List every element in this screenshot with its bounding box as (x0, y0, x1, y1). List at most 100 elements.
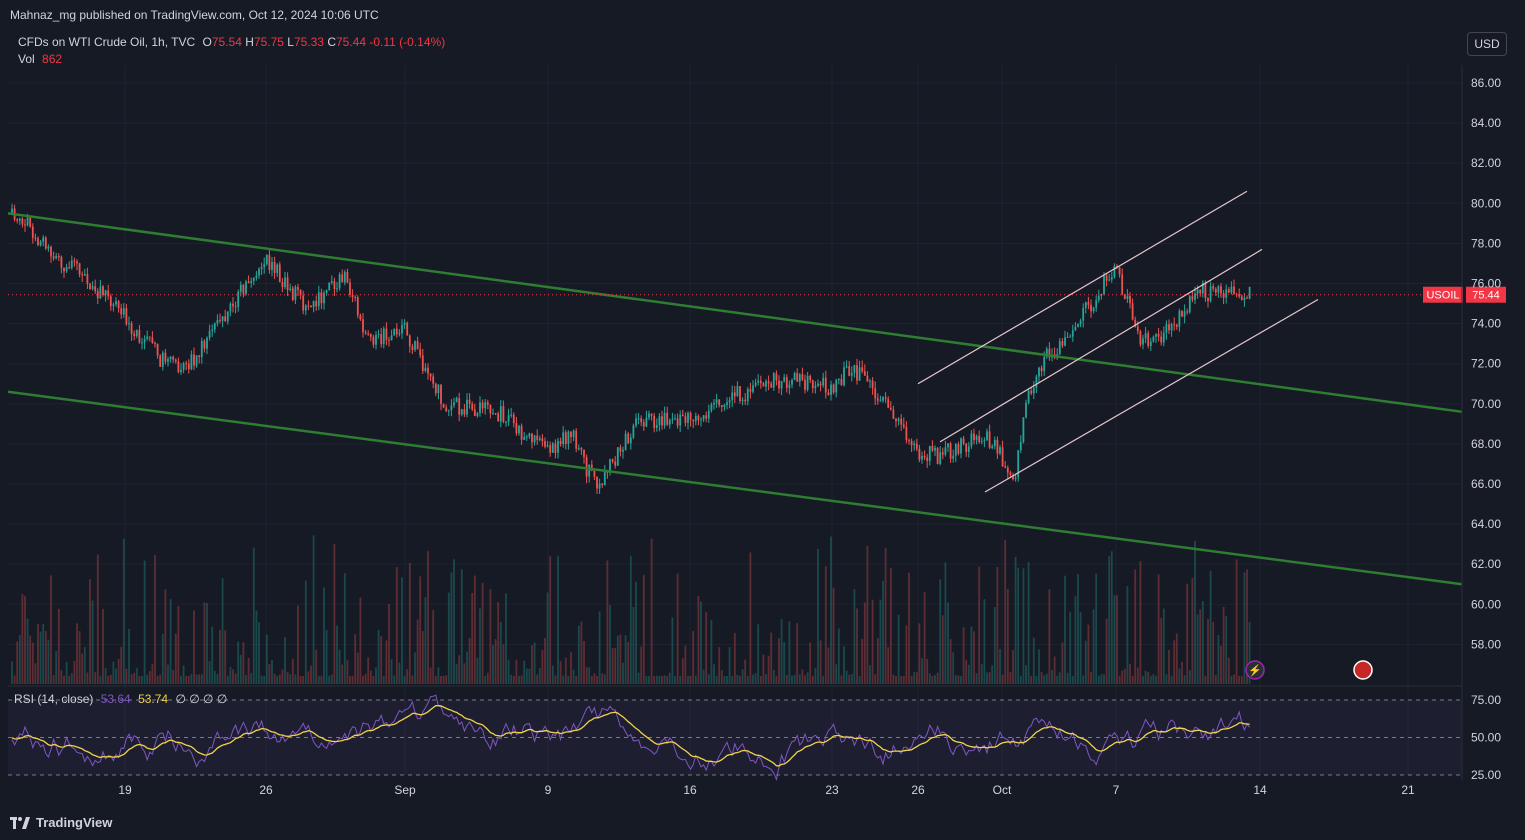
volume-bar (897, 614, 900, 684)
volume-bar (367, 657, 370, 684)
candle-body (544, 441, 546, 447)
candle-body (1064, 337, 1066, 346)
volume-bar (133, 672, 136, 684)
candle-body (895, 418, 897, 422)
symbol-title[interactable]: CFDs on WTI Crude Oil, 1h, TVC (18, 35, 196, 49)
vol-label[interactable]: Vol (18, 52, 35, 66)
candle-body (1201, 282, 1204, 294)
candle-body (398, 333, 401, 335)
volume-bar (557, 556, 559, 684)
candle-body (845, 366, 848, 368)
volume-bar (827, 647, 830, 684)
volume-bars (11, 535, 1251, 684)
volume-bar (255, 610, 258, 684)
candle-body (419, 349, 422, 356)
candle-body (622, 449, 624, 452)
candle-body (871, 380, 874, 389)
symbol-tag-text: USOIL (1426, 290, 1459, 302)
candle-body (367, 333, 370, 335)
candle-body (479, 402, 481, 414)
chart-canvas[interactable]: USOIL 75.44 ⚡ 86.00 84.00 82.00 80.00 78.00 76.… (0, 30, 1525, 806)
volume-bar (226, 675, 229, 684)
candle-body (999, 447, 1001, 454)
candle-body (702, 415, 705, 420)
volume-bar (978, 566, 981, 684)
trendline-upper-descending[interactable] (7, 212, 1463, 414)
chart-area[interactable]: USOIL 75.44 ⚡ 86.00 84.00 82.00 80.00 78.00 76.… (0, 30, 1525, 806)
candle-body (923, 455, 926, 458)
volume-bar (655, 675, 658, 684)
volume-bar (1139, 561, 1142, 684)
candle-body (1227, 289, 1230, 293)
candle-body (559, 440, 562, 445)
candle-body (1009, 472, 1012, 475)
candle-body (741, 399, 744, 402)
candle-body (245, 281, 247, 294)
candle-body (681, 414, 684, 417)
volume-bar (616, 635, 619, 684)
volume-bar (606, 560, 609, 684)
candle-body (65, 267, 68, 272)
lightning-event-icon[interactable] (1245, 660, 1265, 680)
tradingview-logo[interactable]: TradingView (10, 815, 112, 830)
volume-bar (356, 652, 359, 684)
volume-bar (988, 672, 991, 684)
volume-bar (1131, 675, 1134, 684)
candle-body (29, 217, 32, 227)
candle-body (1090, 304, 1092, 312)
volume-bar (637, 672, 640, 684)
volume-bar (258, 622, 260, 684)
volume-bar (986, 672, 988, 684)
volume-bar (809, 642, 812, 684)
price-axis-label: 74.00 (1471, 317, 1501, 331)
trendline-channel-upper[interactable] (917, 190, 1248, 385)
volume-bar (697, 596, 700, 684)
volume-bar (700, 601, 702, 684)
candle-body (39, 241, 42, 246)
candle-body (133, 333, 136, 336)
candle-body (505, 421, 507, 423)
candle-body (707, 410, 710, 419)
trendline-channel-middle[interactable] (939, 248, 1263, 443)
candle-body (905, 426, 908, 441)
candle-body (406, 322, 409, 336)
volume-bar (817, 548, 819, 684)
open-value: 75.54 (211, 35, 242, 49)
candle-body (598, 483, 601, 489)
volume-bar (338, 649, 341, 684)
rsi-ma-value: 53.74 (138, 692, 169, 706)
volume-bar (653, 675, 656, 684)
candle-body (1248, 286, 1251, 299)
currency-button[interactable]: USD (1467, 32, 1507, 56)
volume-bar (788, 621, 791, 684)
us-flag-event-icon[interactable] (1353, 660, 1373, 680)
volume-bar (421, 630, 424, 684)
candle-body (1175, 324, 1178, 327)
candle-body (663, 412, 666, 426)
candle-body (1126, 295, 1129, 299)
candle-body (83, 274, 86, 276)
rsi-label[interactable]: RSI (14, close) (14, 692, 94, 706)
price-axis-label: 70.00 (1471, 397, 1501, 411)
volume-bar (1152, 674, 1155, 684)
volume-bar (1209, 570, 1212, 684)
rsi-line (11, 694, 1250, 782)
volume-bar (401, 577, 403, 684)
candle-body (294, 287, 297, 300)
candle-body (1214, 288, 1217, 293)
candle-body (52, 256, 55, 259)
volume-bar (86, 672, 89, 684)
volume-bar (120, 646, 123, 684)
volume-bar (190, 674, 193, 684)
candle-body (1110, 277, 1113, 280)
trendline-channel-lower[interactable] (984, 299, 1319, 493)
candle-body (86, 274, 89, 284)
candle-body (804, 379, 806, 390)
candle-body (1069, 336, 1072, 338)
candle-body (884, 397, 887, 399)
volume-bar (455, 663, 458, 684)
volume-bar (1238, 675, 1241, 684)
volume-bar (918, 623, 921, 684)
volume-bar (479, 608, 481, 684)
trendline-lower-descending[interactable] (7, 390, 1463, 586)
